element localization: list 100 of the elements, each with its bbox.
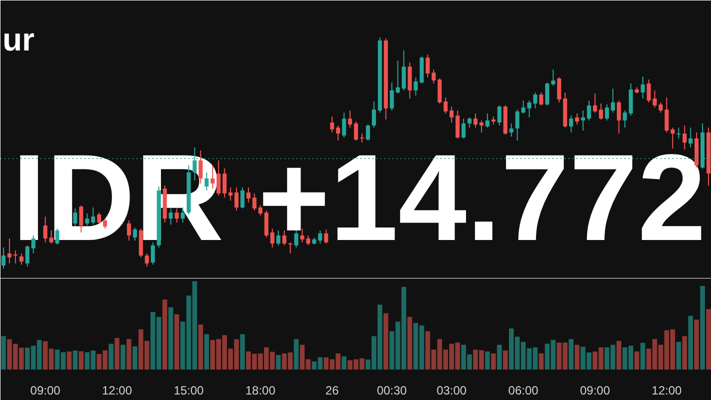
candlestick [509, 122, 514, 138]
candlestick [456, 110, 460, 139]
bar [78, 351, 84, 370]
candlestick [444, 97, 448, 114]
bar [198, 324, 204, 370]
candlestick [676, 127, 681, 139]
candlestick [467, 116, 472, 128]
candlestick [497, 104, 502, 126]
chart-title: ur [2, 22, 34, 58]
bar [574, 344, 580, 370]
bar [491, 353, 496, 370]
x-tick-label: 03:00 [436, 384, 467, 398]
candlestick [551, 69, 556, 86]
candlestick [592, 92, 598, 114]
bar [276, 355, 281, 370]
candlestick [234, 186, 239, 212]
candlestick [360, 133, 364, 144]
candlestick [348, 110, 352, 128]
candlestick [557, 76, 562, 103]
candlestick [670, 127, 675, 150]
bar [1, 336, 6, 370]
candlestick [264, 210, 268, 238]
bar [168, 307, 174, 370]
bar [616, 340, 622, 370]
candlestick [604, 104, 609, 121]
candlestick [581, 110, 586, 132]
bar [706, 309, 711, 370]
candlestick [569, 115, 574, 133]
candlestick [616, 100, 621, 134]
bar [676, 342, 682, 370]
candlestick [688, 127, 693, 148]
bar [204, 334, 210, 370]
bar [126, 339, 132, 370]
x-tick-label: 09:00 [580, 384, 610, 398]
bar [114, 338, 120, 370]
x-tick-label: 06:00 [508, 384, 539, 398]
candlestick [228, 186, 233, 202]
candlestick [372, 100, 376, 128]
x-tick-label: 12:00 [652, 384, 682, 398]
bar [640, 342, 646, 370]
bar [108, 344, 114, 370]
bar [538, 353, 544, 370]
candlestick [539, 92, 544, 106]
candlestick [575, 113, 580, 126]
bar [66, 351, 72, 370]
candlestick [342, 112, 346, 138]
x-tick-label: 26 [325, 384, 340, 398]
candlestick [336, 125, 340, 142]
bar [700, 286, 705, 370]
candlestick [1, 246, 6, 269]
candlestick [288, 242, 292, 254]
candlestick [426, 54, 430, 78]
candlestick [515, 109, 520, 142]
candlestick [330, 116, 334, 133]
candlestick [485, 113, 490, 128]
bar [682, 336, 688, 370]
candlestick [450, 106, 454, 124]
candlestick [408, 62, 412, 99]
bar [132, 346, 138, 370]
candlestick [252, 192, 256, 212]
bar [407, 316, 412, 370]
candlestick [610, 88, 615, 114]
bar [383, 313, 388, 370]
x-tick-label: 15:00 [174, 384, 204, 398]
bar [634, 351, 640, 370]
candlestick [432, 69, 436, 84]
candlestick [402, 50, 406, 91]
candlestick [240, 186, 245, 209]
candlestick [258, 204, 262, 216]
candlestick [390, 82, 394, 111]
candlestick [682, 125, 687, 150]
x-tick-label: 18:00 [245, 384, 276, 398]
candlestick [622, 110, 627, 128]
candlestick [354, 121, 358, 142]
x-tick-label: 00:30 [376, 384, 408, 398]
bar [120, 344, 126, 370]
bar [485, 351, 490, 370]
bar [294, 339, 299, 370]
candlestick [473, 113, 478, 128]
candlestick [586, 100, 592, 121]
bar [502, 350, 508, 370]
bar [174, 314, 180, 370]
x-tick-label: 09:00 [30, 384, 61, 398]
candlestick [246, 186, 250, 203]
bar [688, 316, 693, 370]
candlestick [438, 78, 442, 104]
bar [240, 334, 245, 370]
candlestick [396, 60, 400, 94]
candlestick [640, 76, 645, 99]
x-tick-label: 12:00 [102, 384, 132, 398]
bar [72, 350, 78, 370]
bar [568, 339, 574, 370]
bar [342, 356, 346, 370]
candlestick [366, 124, 370, 142]
bar [497, 344, 502, 370]
bar [694, 320, 699, 370]
candlestick [545, 82, 550, 106]
candlestick [479, 120, 484, 133]
candlestick [664, 97, 669, 133]
candlestick [7, 238, 12, 264]
